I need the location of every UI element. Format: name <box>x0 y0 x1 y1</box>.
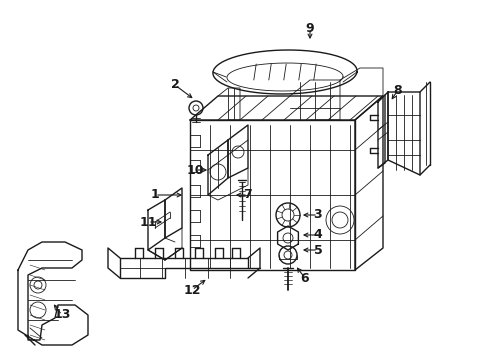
Text: 11: 11 <box>139 216 157 229</box>
Text: 12: 12 <box>183 284 201 297</box>
Text: 4: 4 <box>313 229 322 242</box>
Text: 5: 5 <box>313 243 322 256</box>
Text: 13: 13 <box>53 309 71 321</box>
Text: 3: 3 <box>313 208 322 221</box>
Text: 8: 8 <box>393 84 402 96</box>
Text: 6: 6 <box>300 271 309 284</box>
Text: 7: 7 <box>243 189 252 202</box>
Text: 2: 2 <box>170 78 179 91</box>
Text: 9: 9 <box>305 22 314 35</box>
Text: 10: 10 <box>186 163 203 176</box>
Text: 1: 1 <box>150 189 159 202</box>
